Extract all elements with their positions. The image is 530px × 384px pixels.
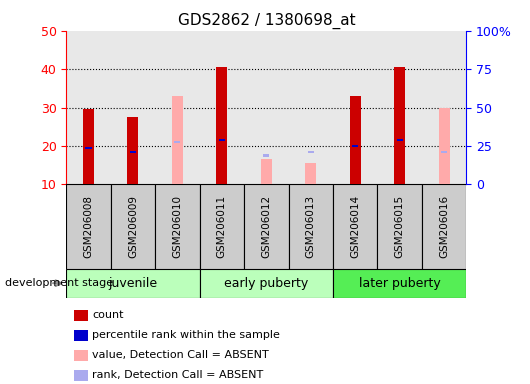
Bar [155,184,200,269]
Bar [377,184,422,269]
Text: GSM206014: GSM206014 [350,195,360,258]
Title: GDS2862 / 1380698_at: GDS2862 / 1380698_at [178,13,355,29]
Bar [305,163,316,184]
Text: development stage: development stage [5,278,113,288]
Bar [396,139,403,141]
Text: count: count [92,310,124,320]
Bar [200,31,244,184]
Text: rank, Detection Call = ABSENT: rank, Detection Call = ABSENT [92,370,263,380]
Text: later puberty: later puberty [359,277,440,290]
Bar [263,154,269,157]
Bar [350,96,361,184]
Bar [74,370,89,381]
Bar [377,31,422,184]
Bar [127,117,138,184]
Bar [288,184,333,269]
Text: GSM206010: GSM206010 [172,195,182,258]
Bar [66,184,111,269]
Bar [219,139,225,141]
Bar [111,31,155,184]
Text: GSM206015: GSM206015 [395,195,405,258]
Bar [333,31,377,184]
Text: value, Detection Call = ABSENT: value, Detection Call = ABSENT [92,350,269,360]
Bar [333,269,466,298]
Bar [422,184,466,269]
Bar [216,67,227,184]
Text: GSM206011: GSM206011 [217,195,227,258]
Bar [155,31,200,184]
Bar [394,67,405,184]
Text: percentile rank within the sample: percentile rank within the sample [92,330,280,340]
Bar [439,108,450,184]
Bar [244,184,288,269]
Text: GSM206016: GSM206016 [439,195,449,258]
Bar [85,147,92,149]
Bar [352,145,358,147]
Bar [111,184,155,269]
Text: GSM206013: GSM206013 [306,195,316,258]
Bar [288,31,333,184]
Bar [172,96,183,184]
Bar [74,330,89,341]
Bar [441,151,447,153]
Bar [244,31,288,184]
Bar [74,350,89,361]
Bar [174,141,180,143]
Bar [83,109,94,184]
Bar [200,184,244,269]
Bar [74,310,89,321]
Text: early puberty: early puberty [224,277,308,290]
Bar [422,31,466,184]
Bar [333,184,377,269]
Bar [261,159,272,184]
Bar [66,31,111,184]
Bar [66,269,200,298]
Text: GSM206008: GSM206008 [84,195,93,258]
Text: juvenile: juvenile [108,277,157,290]
Bar [200,269,333,298]
Text: GSM206012: GSM206012 [261,195,271,258]
Text: GSM206009: GSM206009 [128,195,138,258]
Bar [130,151,136,153]
Bar [308,151,314,153]
